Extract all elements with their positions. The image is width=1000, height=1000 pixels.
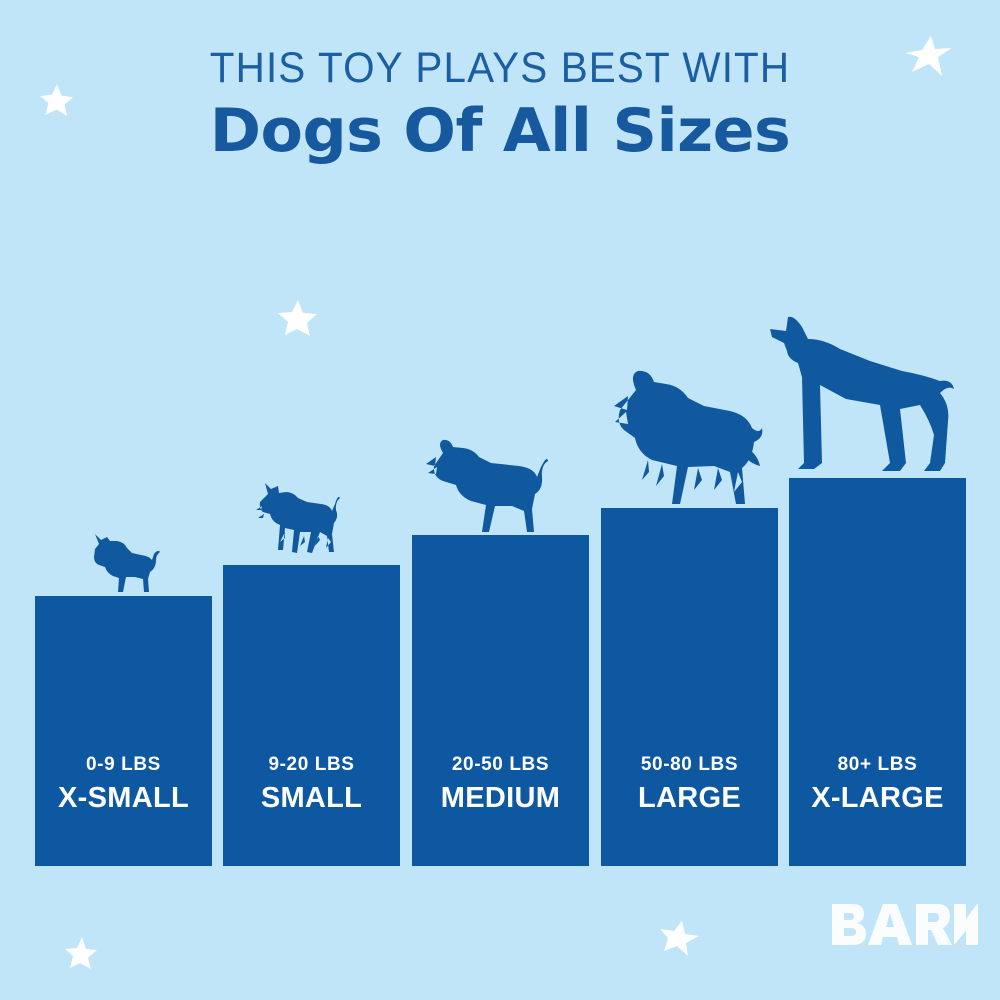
bar-label-small: 9-20 LBS SMALL (223, 754, 400, 816)
bar-label-medium: 20-50 LBS MEDIUM (412, 754, 589, 816)
bar-weight-small: 9-20 LBS (268, 754, 355, 775)
bar-weight-x-large: 80+ LBS (837, 754, 918, 775)
bar-label-large: 50-80 LBS LARGE (601, 754, 778, 816)
page-subtitle: THIS TOY PLAYS BEST WITH (209, 44, 791, 92)
bar-x-small: 0-9 LBS X-SMALL (35, 596, 212, 866)
great-dane-silhouette-icon (762, 313, 954, 479)
bar-size-medium: MEDIUM (440, 781, 561, 814)
bark-logo (828, 898, 978, 960)
terrier-silhouette-icon (252, 480, 347, 566)
retriever-silhouette-icon (602, 368, 764, 509)
bar-label-x-small: 0-9 LBS X-SMALL (35, 754, 212, 816)
bar-medium: 20-50 LBS MEDIUM (412, 535, 589, 866)
bar-size-large: LARGE (638, 781, 741, 814)
bar-size-small: SMALL (260, 781, 363, 814)
bar-weight-x-small: 0-9 LBS (86, 754, 161, 775)
page-title: Dogs Of All Sizes (209, 96, 791, 167)
bar-label-x-large: 80+ LBS X-LARGE (789, 754, 966, 816)
bar-size-x-large: X-LARGE (811, 781, 944, 814)
bar-size-x-small: X-SMALL (58, 781, 189, 814)
bar-weight-large: 50-80 LBS (640, 754, 739, 775)
bar-large: 50-80 LBS LARGE (601, 508, 778, 866)
heading-block: THIS TOY PLAYS BEST WITH Dogs Of All Siz… (0, 44, 1000, 167)
chihuahua-silhouette-icon (86, 532, 164, 597)
bar-small: 9-20 LBS SMALL (223, 565, 400, 866)
bar-x-large: 80+ LBS X-LARGE (789, 478, 966, 866)
beagle-silhouette-icon (423, 437, 548, 536)
bar-weight-medium: 20-50 LBS (451, 754, 550, 775)
